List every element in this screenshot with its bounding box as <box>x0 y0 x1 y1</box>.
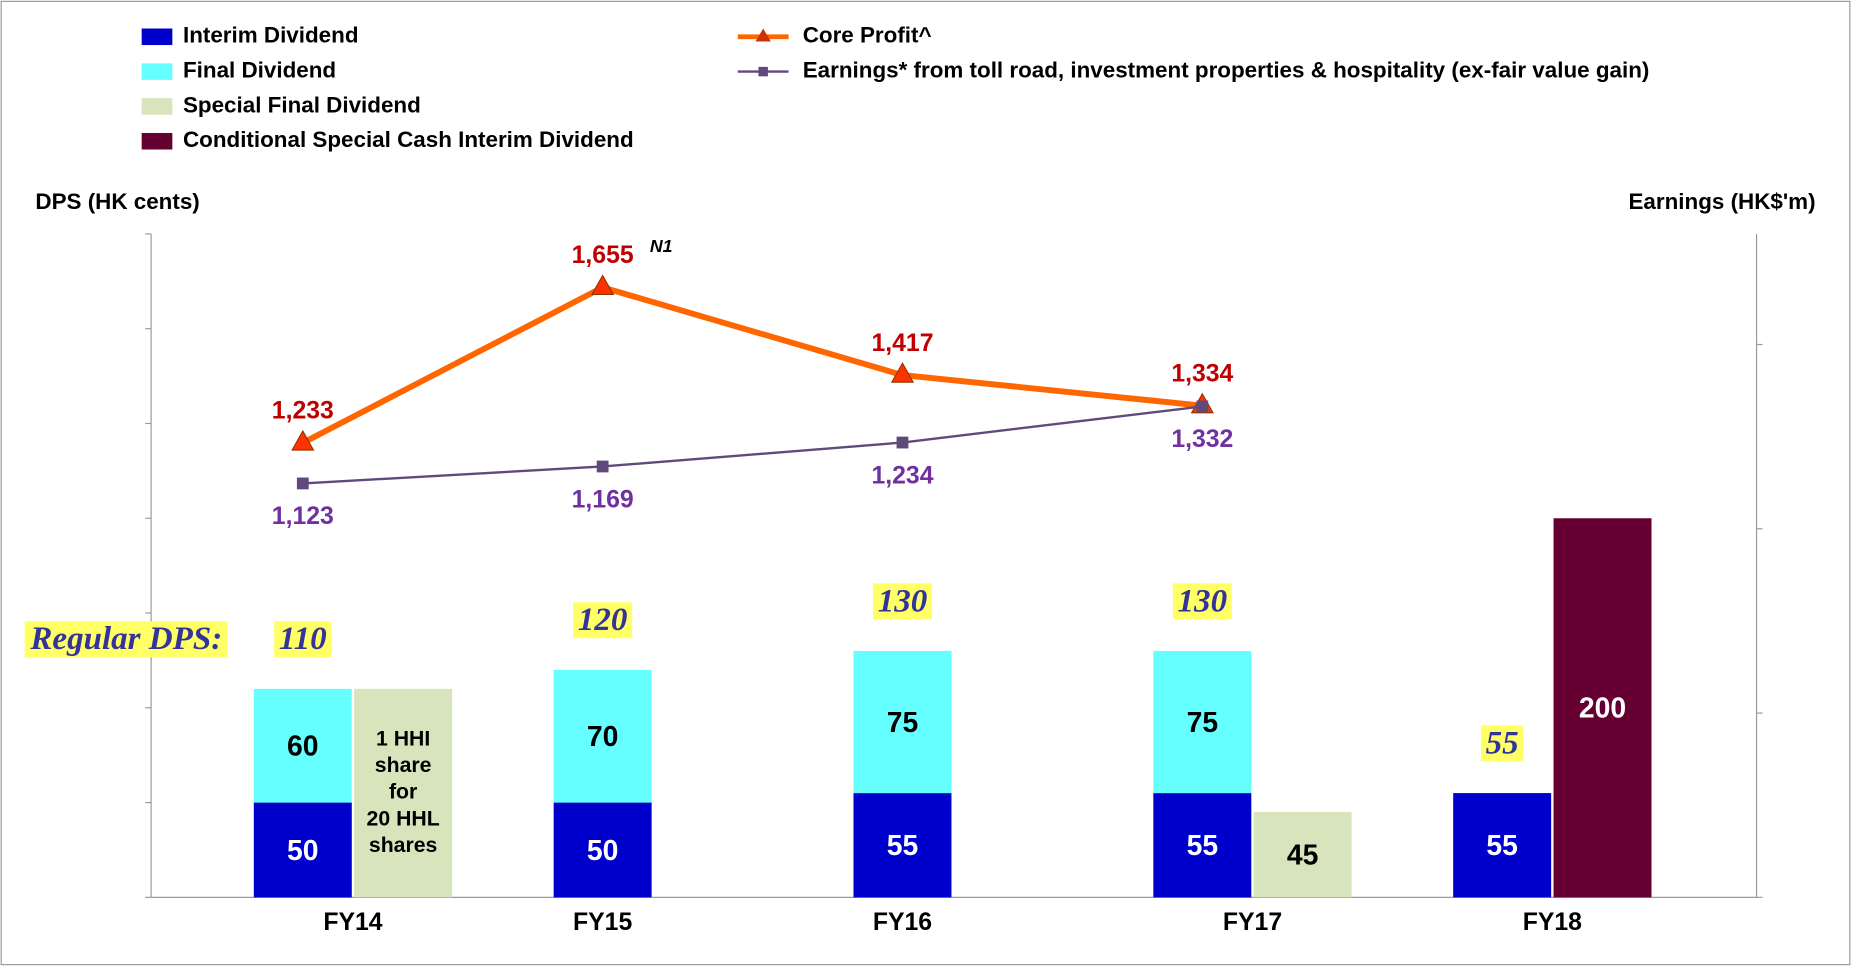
regular-dps-box <box>872 583 932 620</box>
marker <box>596 460 609 473</box>
bar-value-label: 75 <box>1187 707 1219 739</box>
regular-dps: 120 <box>578 602 628 638</box>
bar <box>253 688 352 803</box>
bar <box>253 802 352 898</box>
bar <box>853 793 952 898</box>
bar <box>553 802 652 898</box>
bar-note: share <box>375 753 432 777</box>
bar <box>1553 518 1652 898</box>
point-label: 1,334 <box>1171 361 1233 388</box>
regular-dps: 130 <box>1178 583 1228 619</box>
bar-note: for <box>389 780 417 804</box>
regular-dps-box <box>274 621 332 658</box>
marker <box>296 477 309 490</box>
point-label: 1,233 <box>272 398 334 425</box>
legend-marker <box>758 66 768 77</box>
legend-label: Conditional Special Cash Interim Dividen… <box>183 127 634 152</box>
bar-value-label: 50 <box>587 835 619 867</box>
legend-label: Earnings* from toll road, investment pro… <box>803 58 1650 83</box>
x-tick-label: FY14 <box>323 909 382 936</box>
bar-value-label: 55 <box>887 830 919 862</box>
bar <box>853 650 952 794</box>
bar <box>1153 793 1252 898</box>
annotation: N1 <box>650 236 673 256</box>
legend-label: Special Final Dividend <box>183 92 421 117</box>
legend-label: Interim Dividend <box>183 23 359 48</box>
x-tick-label: FY17 <box>1223 909 1282 936</box>
bar-value-label: 50 <box>287 835 319 867</box>
regular-dps-box <box>1172 583 1232 620</box>
point-label: 1,123 <box>272 503 334 530</box>
bar-value-label: 200 <box>1579 693 1626 725</box>
bar-value-label: 70 <box>587 721 619 753</box>
line <box>302 405 1203 485</box>
bar-value-label: 55 <box>1187 830 1219 862</box>
bar-value-label: 60 <box>287 731 319 763</box>
y2-axis-title: Earnings (HK$'m) <box>1628 189 1815 214</box>
regular-dps-label-box <box>24 621 227 658</box>
bar-value-label: 45 <box>1287 840 1319 872</box>
point-label: 1,655 <box>572 242 634 269</box>
point-label: 1,417 <box>871 330 933 357</box>
legend-label: Final Dividend <box>183 58 336 83</box>
bar-note: 20 HHL <box>367 806 440 830</box>
x-tick-label: FY16 <box>873 909 932 936</box>
legend-label: Core Profit^ <box>803 23 932 48</box>
bar-note: shares <box>369 833 437 857</box>
legend-swatch <box>141 98 173 115</box>
bar-note: 1 HHI <box>376 726 430 750</box>
regular-dps-box <box>1480 725 1524 762</box>
regular-dps-label: Regular DPS: <box>29 621 222 657</box>
line <box>301 284 1203 446</box>
bar <box>553 669 652 803</box>
marker <box>890 362 915 383</box>
x-tick-label: FY18 <box>1523 909 1582 936</box>
regular-dps: 110 <box>279 621 327 657</box>
regular-dps: 130 <box>878 583 928 619</box>
marker <box>896 436 909 449</box>
legend-marker <box>755 28 771 42</box>
bar <box>1153 650 1252 794</box>
y-axis-title: DPS (HK cents) <box>35 189 199 214</box>
marker <box>291 429 315 451</box>
legend-swatch <box>141 63 173 80</box>
bar-value-label: 55 <box>1486 830 1518 862</box>
point-label: 1,332 <box>1171 426 1233 453</box>
regular-dps: 55 <box>1486 725 1519 761</box>
x-tick-label: FY15 <box>573 909 632 936</box>
marker <box>591 274 615 296</box>
point-label: 1,234 <box>871 462 933 489</box>
bar <box>1453 793 1552 898</box>
bar <box>1253 812 1352 898</box>
regular-dps-box <box>573 602 633 639</box>
bar <box>354 688 453 898</box>
point-label: 1,169 <box>572 486 634 513</box>
bar-value-label: 75 <box>887 707 919 739</box>
legend-swatch <box>141 132 173 150</box>
legend-swatch <box>141 28 173 46</box>
marker <box>1196 400 1209 413</box>
